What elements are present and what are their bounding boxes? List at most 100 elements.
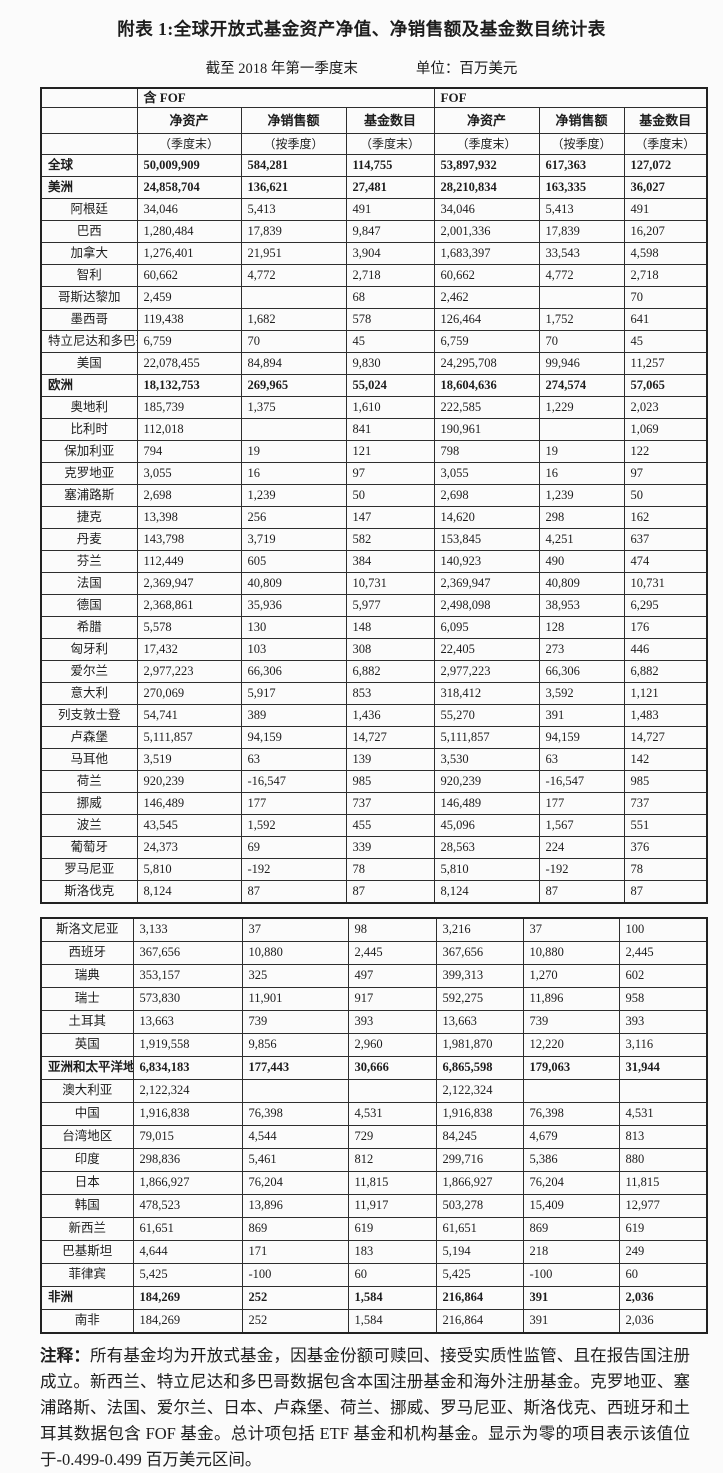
value-cell: 1,981,870 <box>435 1033 524 1057</box>
value-cell: 10,731 <box>345 572 435 595</box>
col-header-net-assets: 净资产 <box>136 107 242 134</box>
value-cell: 841 <box>345 418 435 441</box>
row-label: 罗马尼亚 <box>40 858 138 881</box>
row-label: 巴基斯坦 <box>40 1240 134 1264</box>
value-cell <box>347 1079 437 1103</box>
value-cell: 185,739 <box>136 396 242 419</box>
value-cell: 119,438 <box>136 308 242 331</box>
value-cell: 6,882 <box>345 660 435 683</box>
sub-header-quarter-end: （季度末） <box>136 133 242 155</box>
value-cell <box>241 1079 349 1103</box>
sub-header-quarter-end: （季度末） <box>345 133 435 155</box>
value-cell: 637 <box>623 528 708 551</box>
value-cell: 2,122,324 <box>132 1079 243 1103</box>
value-cell: 163,335 <box>538 176 625 199</box>
value-cell: 985 <box>345 770 435 793</box>
value-cell: 121 <box>345 440 435 463</box>
value-cell: 2,960 <box>347 1033 437 1057</box>
row-label: 奥地利 <box>40 396 138 419</box>
value-cell: 87 <box>623 880 708 904</box>
value-cell: 16 <box>538 462 625 485</box>
value-cell: 2,023 <box>623 396 708 419</box>
value-cell: 55,024 <box>345 374 435 397</box>
table-row: 南非 184,269 252 1,584 216,864 391 2,036 <box>40 1309 708 1334</box>
value-cell: 1,239 <box>538 484 625 507</box>
value-cell: 5,810 <box>433 858 540 881</box>
value-cell: 573,830 <box>132 987 243 1011</box>
table-row: 比利时 112,018 841 190,961 1,069 <box>40 418 708 441</box>
group-header-incl-fof: 含 FOF <box>136 87 435 108</box>
value-cell <box>240 286 347 309</box>
value-cell: 1,752 <box>538 308 625 331</box>
row-label: 美国 <box>40 352 138 375</box>
value-cell: 84,894 <box>240 352 347 375</box>
row-label: 墨西哥 <box>40 308 138 331</box>
value-cell: 798 <box>433 440 540 463</box>
table-row: 墨西哥 119,438 1,682 578 126,464 1,752 641 <box>40 308 708 331</box>
value-cell: 491 <box>345 198 435 221</box>
value-cell <box>538 418 625 441</box>
value-cell: 179,063 <box>522 1056 620 1080</box>
value-cell: 9,847 <box>345 220 435 243</box>
value-cell: 880 <box>618 1148 708 1172</box>
value-cell: 274,574 <box>538 374 625 397</box>
table-row: 阿根廷 34,046 5,413 491 34,046 5,413 491 <box>40 198 708 221</box>
value-cell: 50 <box>623 484 708 507</box>
value-cell: 60,662 <box>433 264 540 287</box>
value-cell: 6,095 <box>433 616 540 639</box>
table-row: 美洲 24,858,704 136,621 27,481 28,210,834 163,3… <box>40 176 708 199</box>
value-cell: 1,919,558 <box>132 1033 243 1057</box>
value-cell: 1,916,838 <box>435 1102 524 1126</box>
value-cell: 45 <box>623 330 708 353</box>
row-label: 捷克 <box>40 506 138 529</box>
value-cell: 60 <box>347 1263 437 1287</box>
value-cell: 8,124 <box>136 880 242 904</box>
value-cell: 4,251 <box>538 528 625 551</box>
table-row: 中国 1,916,838 76,398 4,531 1,916,838 76,398 4,5… <box>40 1102 708 1126</box>
value-cell: 3,133 <box>132 917 243 942</box>
value-cell: 11,257 <box>623 352 708 375</box>
value-cell: 57,065 <box>623 374 708 397</box>
value-cell: 143,798 <box>136 528 242 551</box>
value-cell: 45,096 <box>433 814 540 837</box>
value-cell: 2,369,947 <box>136 572 242 595</box>
value-cell: 393 <box>618 1010 708 1034</box>
value-cell: 252 <box>241 1309 349 1334</box>
value-cell: 94,159 <box>538 726 625 749</box>
value-cell: 813 <box>618 1125 708 1149</box>
value-cell: 1,276,401 <box>136 242 242 265</box>
value-cell: 18,604,636 <box>433 374 540 397</box>
value-cell: 190,961 <box>433 418 540 441</box>
value-cell: 1,682 <box>240 308 347 331</box>
value-cell: 5,413 <box>538 198 625 221</box>
value-cell: 5,386 <box>522 1148 620 1172</box>
row-label: 日本 <box>40 1171 134 1195</box>
table-row: 斯洛伐克 8,124 87 87 8,124 87 87 <box>40 880 708 904</box>
value-cell: 739 <box>241 1010 349 1034</box>
row-label: 瑞士 <box>40 987 134 1011</box>
value-cell: 367,656 <box>435 941 524 965</box>
value-cell: 298,836 <box>132 1148 243 1172</box>
value-cell: 5,425 <box>435 1263 524 1287</box>
value-cell: 16,207 <box>623 220 708 243</box>
value-cell: 97 <box>623 462 708 485</box>
value-cell: 2,368,861 <box>136 594 242 617</box>
value-cell: 10,880 <box>522 941 620 965</box>
row-label: 马耳他 <box>40 748 138 771</box>
value-cell: 5,810 <box>136 858 242 881</box>
value-cell: 1,121 <box>623 682 708 705</box>
value-cell: 339 <box>345 836 435 859</box>
value-cell: 76,204 <box>522 1171 620 1195</box>
row-label: 塞浦路斯 <box>40 484 138 507</box>
value-cell: 70 <box>240 330 347 353</box>
row-label: 德国 <box>40 594 138 617</box>
row-label: 哥斯达黎加 <box>40 286 138 309</box>
value-cell: 14,620 <box>433 506 540 529</box>
value-cell: 16 <box>240 462 347 485</box>
value-cell: 153,845 <box>433 528 540 551</box>
value-cell: 13,398 <box>136 506 242 529</box>
value-cell: 2,036 <box>618 1309 708 1334</box>
table-row: 印度 298,836 5,461 812 299,716 5,386 880 <box>40 1148 708 1172</box>
row-label: 芬兰 <box>40 550 138 573</box>
value-cell: 30,666 <box>347 1056 437 1080</box>
